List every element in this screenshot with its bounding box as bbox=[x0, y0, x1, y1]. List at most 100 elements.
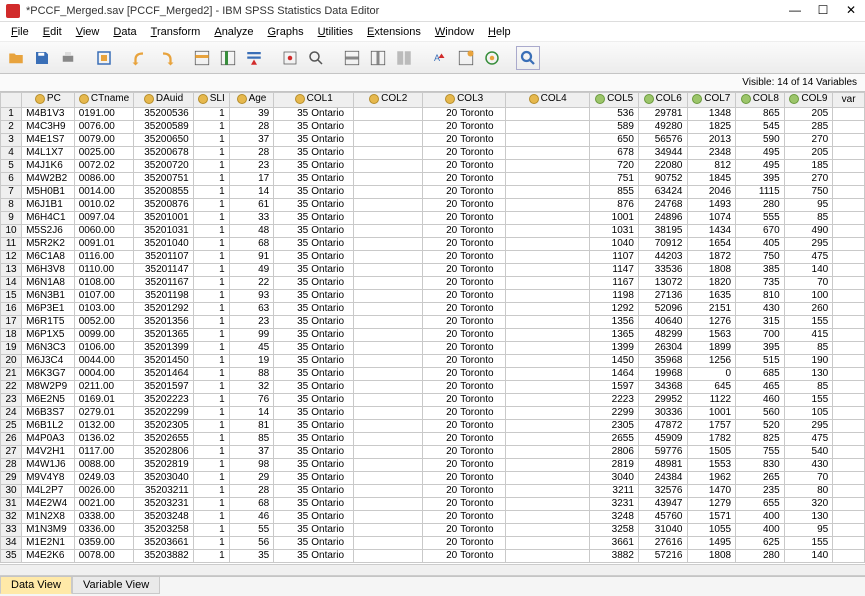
cell[interactable]: M4B1V3 bbox=[22, 107, 75, 120]
cell[interactable]: 0060.00 bbox=[74, 224, 134, 237]
cell[interactable]: 35201365 bbox=[134, 328, 193, 341]
row-number[interactable]: 7 bbox=[1, 185, 22, 198]
row-number[interactable]: 14 bbox=[1, 276, 22, 289]
cell[interactable]: 2305 bbox=[590, 419, 639, 432]
cell[interactable] bbox=[506, 536, 590, 549]
table-row[interactable]: 19M6N3C30106.003520139914535Ontario20Tor… bbox=[1, 341, 865, 354]
cell[interactable]: 1115 bbox=[736, 185, 785, 198]
cell[interactable]: 1399 bbox=[590, 341, 639, 354]
cell[interactable]: 20Toronto bbox=[423, 419, 506, 432]
row-number[interactable]: 15 bbox=[1, 289, 22, 302]
table-row[interactable]: 24M6B3S70279.013520229911435Ontario20Tor… bbox=[1, 406, 865, 419]
cell[interactable]: 35Ontario bbox=[274, 419, 354, 432]
cell[interactable]: 47872 bbox=[638, 419, 687, 432]
select-icon[interactable] bbox=[454, 46, 478, 70]
cell[interactable] bbox=[354, 419, 423, 432]
cell[interactable]: 235 bbox=[736, 484, 785, 497]
cell[interactable]: 14 bbox=[229, 406, 274, 419]
cell[interactable]: 35Ontario bbox=[274, 406, 354, 419]
cell[interactable]: 1 bbox=[193, 107, 229, 120]
row-number[interactable]: 30 bbox=[1, 484, 22, 497]
cell[interactable]: 2655 bbox=[590, 432, 639, 445]
cell[interactable] bbox=[833, 198, 865, 211]
cell[interactable] bbox=[506, 172, 590, 185]
cell[interactable]: M4J1K6 bbox=[22, 159, 75, 172]
cell[interactable]: 20Toronto bbox=[423, 237, 506, 250]
cell[interactable] bbox=[833, 159, 865, 172]
cell[interactable] bbox=[506, 250, 590, 263]
insert-var-icon[interactable] bbox=[366, 46, 390, 70]
cell[interactable]: 29 bbox=[229, 471, 274, 484]
cell[interactable]: 0249.03 bbox=[74, 471, 134, 484]
row-number[interactable]: 25 bbox=[1, 419, 22, 432]
cell[interactable]: M1N2X8 bbox=[22, 510, 75, 523]
cell[interactable]: 0091.01 bbox=[74, 237, 134, 250]
cell[interactable]: 1464 bbox=[590, 367, 639, 380]
search-icon[interactable] bbox=[516, 46, 540, 70]
cell[interactable]: 270 bbox=[784, 172, 833, 185]
cell[interactable]: 1 bbox=[193, 510, 229, 523]
cell[interactable]: 20Toronto bbox=[423, 341, 506, 354]
cell[interactable] bbox=[354, 263, 423, 276]
cell[interactable]: 1031 bbox=[590, 224, 639, 237]
cell[interactable]: 475 bbox=[784, 432, 833, 445]
menu-analyze[interactable]: Analyze bbox=[207, 24, 260, 40]
cell[interactable]: 2046 bbox=[687, 185, 736, 198]
cell[interactable]: 140 bbox=[784, 263, 833, 276]
cell[interactable] bbox=[354, 484, 423, 497]
split-icon[interactable] bbox=[392, 46, 416, 70]
cell[interactable]: 24384 bbox=[638, 471, 687, 484]
cell[interactable]: 0079.00 bbox=[74, 133, 134, 146]
col-COL7[interactable]: COL7 bbox=[687, 93, 736, 108]
cell[interactable]: 475 bbox=[784, 250, 833, 263]
cell[interactable] bbox=[506, 354, 590, 367]
cell[interactable]: 20Toronto bbox=[423, 224, 506, 237]
cell[interactable]: 33 bbox=[229, 211, 274, 224]
cell[interactable]: 35203882 bbox=[134, 549, 193, 562]
table-row[interactable]: 17M6R1T50052.003520135612335Ontario20Tor… bbox=[1, 315, 865, 328]
table-row[interactable]: 18M6P1X50099.003520136519935Ontario20Tor… bbox=[1, 328, 865, 341]
maximize-button[interactable]: ☐ bbox=[809, 1, 837, 21]
cell[interactable]: 20Toronto bbox=[423, 250, 506, 263]
cell[interactable]: 185 bbox=[784, 159, 833, 172]
cell[interactable] bbox=[506, 393, 590, 406]
cell[interactable] bbox=[506, 471, 590, 484]
cell[interactable]: 88 bbox=[229, 367, 274, 380]
cell[interactable]: M6N3C3 bbox=[22, 341, 75, 354]
menu-data[interactable]: Data bbox=[106, 24, 143, 40]
cell[interactable] bbox=[833, 393, 865, 406]
cell[interactable] bbox=[506, 224, 590, 237]
cell[interactable]: M4W2B2 bbox=[22, 172, 75, 185]
cell[interactable]: 1 bbox=[193, 276, 229, 289]
cell[interactable]: 35203211 bbox=[134, 484, 193, 497]
cell[interactable]: 49 bbox=[229, 263, 274, 276]
cell[interactable]: 155 bbox=[784, 393, 833, 406]
menu-file[interactable]: File bbox=[4, 24, 36, 40]
table-row[interactable]: 6M4W2B20086.003520075111735Ontario20Toro… bbox=[1, 172, 865, 185]
row-number[interactable]: 20 bbox=[1, 354, 22, 367]
cell[interactable]: 1 bbox=[193, 328, 229, 341]
cell[interactable] bbox=[354, 380, 423, 393]
cell[interactable]: 1 bbox=[193, 185, 229, 198]
cell[interactable]: 678 bbox=[590, 146, 639, 159]
cell[interactable] bbox=[833, 536, 865, 549]
cell[interactable]: 35202655 bbox=[134, 432, 193, 445]
cell[interactable]: 0025.00 bbox=[74, 146, 134, 159]
cell[interactable]: 20Toronto bbox=[423, 146, 506, 159]
cell[interactable]: 63 bbox=[229, 302, 274, 315]
cell[interactable]: 536 bbox=[590, 107, 639, 120]
row-number[interactable]: 13 bbox=[1, 263, 22, 276]
cell[interactable]: 130 bbox=[784, 367, 833, 380]
cell[interactable] bbox=[354, 328, 423, 341]
run-icon[interactable] bbox=[278, 46, 302, 70]
col-COL5[interactable]: COL5 bbox=[590, 93, 639, 108]
value-labels-icon[interactable] bbox=[480, 46, 504, 70]
cell[interactable]: 44203 bbox=[638, 250, 687, 263]
cell[interactable]: 91 bbox=[229, 250, 274, 263]
cell[interactable] bbox=[833, 172, 865, 185]
table-row[interactable]: 12M6C1A80116.003520110719135Ontario20Tor… bbox=[1, 250, 865, 263]
cell[interactable] bbox=[354, 250, 423, 263]
col-CTname[interactable]: CTname bbox=[74, 93, 134, 108]
cell[interactable]: 29952 bbox=[638, 393, 687, 406]
cell[interactable]: 460 bbox=[736, 393, 785, 406]
